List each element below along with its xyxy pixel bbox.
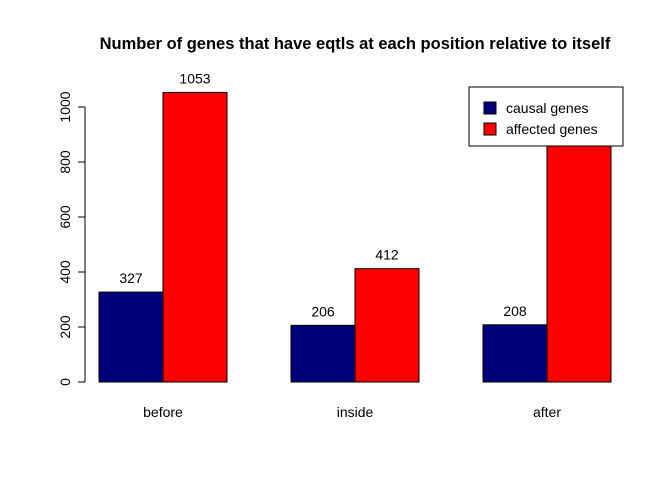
x-tick-label-after: after bbox=[533, 404, 561, 420]
bar-before-affected bbox=[162, 91, 228, 383]
bar-after-affected bbox=[546, 138, 612, 383]
data-label: 206 bbox=[311, 303, 335, 319]
data-label: 412 bbox=[375, 247, 399, 263]
chart-title: Number of genes that have eqtls at each … bbox=[100, 35, 611, 53]
bar-after-causal bbox=[482, 324, 548, 383]
bar-before-causal bbox=[98, 291, 164, 383]
legend-label-causal: causal genes bbox=[506, 100, 589, 116]
data-label: 327 bbox=[119, 270, 143, 286]
legend: causal genes affected genes bbox=[468, 86, 624, 147]
legend-box bbox=[468, 86, 624, 147]
data-label: 208 bbox=[503, 303, 527, 319]
y-tick-label: 1000 bbox=[57, 91, 73, 122]
x-tick-label-before: before bbox=[143, 404, 183, 420]
y-tick-label: 0 bbox=[57, 378, 73, 386]
y-tick-label: 600 bbox=[57, 205, 73, 229]
data-labels-group: 3271053206412208884 bbox=[119, 70, 591, 319]
y-tick-label: 400 bbox=[57, 260, 73, 284]
x-tick-label-inside: inside bbox=[337, 404, 374, 420]
bars-group bbox=[98, 91, 612, 383]
y-tick-label: 200 bbox=[57, 315, 73, 339]
data-label: 1053 bbox=[179, 70, 210, 86]
legend-label-affected: affected genes bbox=[506, 121, 598, 137]
legend-swatch-affected bbox=[483, 122, 497, 136]
x-tick-labels-group: before inside after bbox=[143, 404, 561, 420]
y-axis: 0 200 400 600 800 1000 bbox=[57, 91, 86, 386]
y-tick-label: 800 bbox=[57, 150, 73, 174]
legend-swatch-causal bbox=[483, 101, 497, 115]
bar-inside-causal bbox=[290, 324, 356, 383]
bar-inside-affected bbox=[354, 268, 420, 383]
